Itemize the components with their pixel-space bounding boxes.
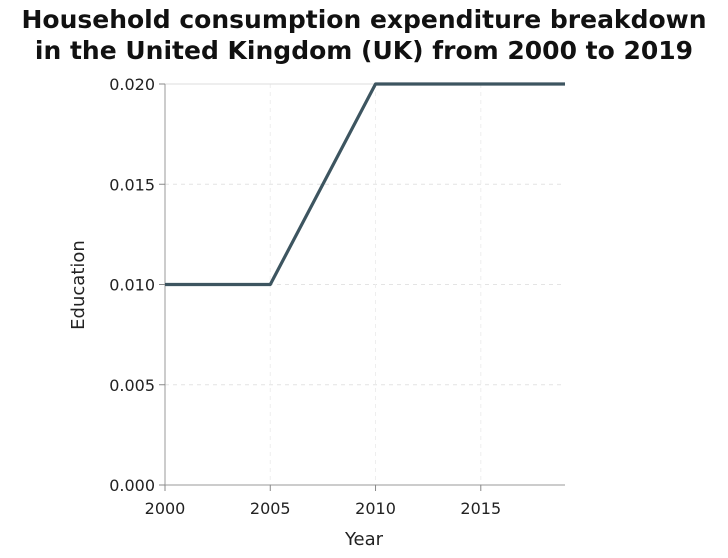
y-tick-label: 0.010 <box>109 276 155 295</box>
x-tick-label: 2010 <box>355 499 396 518</box>
x-tick-label: 2000 <box>145 499 186 518</box>
y-tick-label: 0.020 <box>109 75 155 94</box>
y-tick-label: 0.015 <box>109 175 155 194</box>
y-axis-label: Education <box>68 240 89 330</box>
series-line <box>165 82 565 287</box>
y-tick-label: 0.005 <box>109 376 155 395</box>
series-layer <box>165 82 565 287</box>
chart-title-line-2: in the United Kingdom (UK) from 2000 to … <box>34 36 694 65</box>
y-tick-label: 0.000 <box>109 476 155 495</box>
chart-title: Household consumption expenditure breakd… <box>0 4 728 66</box>
tick-labels: 0.000 0.005 0.010 0.015 0.020 2000 2005 2010 201… <box>109 75 501 518</box>
x-tick-label: 2005 <box>250 499 291 518</box>
x-tick-label: 2015 <box>460 499 501 518</box>
axes <box>159 83 565 491</box>
x-axis-label: Year <box>344 529 384 550</box>
chart-title-line-1: Household consumption expenditure breakd… <box>21 5 707 34</box>
